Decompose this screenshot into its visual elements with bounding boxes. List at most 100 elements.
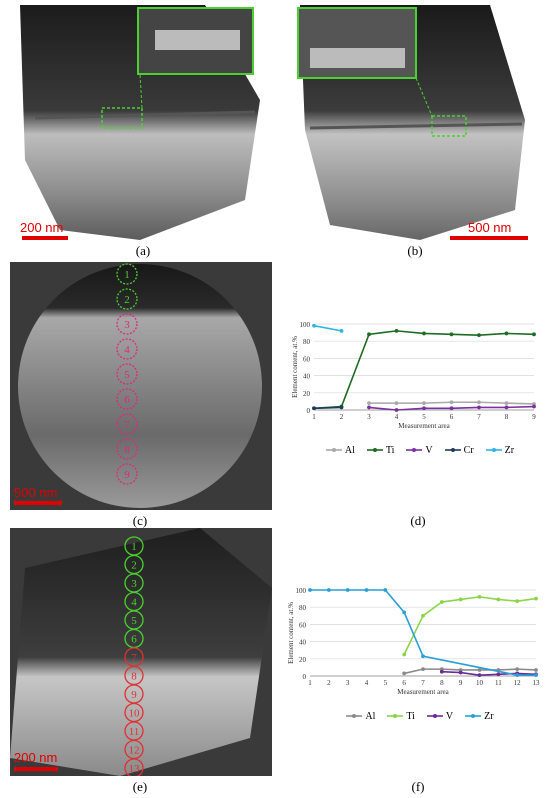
data-point-zr (345, 588, 350, 592)
x-tick-label: 2 (340, 413, 344, 421)
legend-swatch (346, 714, 363, 718)
data-point-ti (477, 333, 481, 338)
data-point-al (515, 667, 520, 672)
legend-item: Cr (444, 442, 474, 458)
x-tick-label: 11 (495, 679, 502, 687)
data-point-al (402, 671, 407, 676)
micrograph-a (20, 5, 260, 240)
legend-item: V (426, 708, 454, 724)
y-tick-label: 80 (299, 604, 307, 612)
data-point-al (367, 401, 371, 406)
marker-label: 9 (124, 469, 130, 481)
marker-label: 10 (129, 708, 141, 720)
marker-circle (116, 263, 138, 285)
x-tick-label: 10 (476, 679, 484, 687)
y-tick-label: 80 (303, 338, 311, 346)
marker-circle (116, 413, 138, 435)
marker-label: 1 (131, 541, 137, 553)
data-point-v (477, 673, 482, 678)
y-tick-label: 20 (303, 390, 311, 398)
data-point-zr (515, 673, 520, 678)
legend-label: Zr (484, 710, 494, 722)
x-tick-label: 4 (365, 679, 369, 687)
legend-swatch (387, 714, 404, 718)
legend-item: Al (346, 708, 375, 724)
legend-item: Zr (465, 708, 494, 724)
data-point-v (439, 669, 444, 674)
data-point-v (449, 406, 454, 411)
caption-d: (d) (410, 513, 426, 528)
data-point-ti (515, 599, 520, 604)
x-tick-label: 12 (514, 679, 522, 687)
x-tick-label: 9 (459, 679, 463, 687)
data-point-ti (477, 594, 482, 599)
legend-d: Al Ti V Cr Zr (300, 442, 540, 458)
marker-label: 7 (131, 652, 137, 664)
x-tick-label: 5 (422, 413, 426, 421)
marker-label: 7 (124, 419, 130, 431)
marker-label: 4 (131, 597, 137, 609)
series-line-v (441, 670, 537, 676)
scale-label-c: 500 nm (14, 485, 58, 500)
data-point-v (367, 405, 371, 410)
scale-label-e: 200 nm (14, 750, 58, 765)
data-point-v (504, 405, 509, 410)
x-axis-label: Measurement area (398, 422, 450, 430)
y-tick-label: 40 (299, 639, 307, 647)
legend-item: Ti (366, 442, 395, 458)
caption-f: (f) (411, 779, 425, 794)
data-point-zr (364, 588, 369, 592)
data-point-ti (532, 332, 536, 337)
marker-label: 6 (131, 634, 137, 646)
legend-swatch (325, 448, 342, 452)
legend-label: Al (365, 710, 376, 722)
data-point-zr (421, 654, 425, 659)
data-point-al (534, 668, 538, 672)
series-line-ti (313, 330, 535, 410)
legend-swatch (465, 714, 482, 718)
marker-label: 13 (129, 763, 141, 775)
data-point-v (477, 405, 481, 410)
y-tick-label: 0 (307, 407, 311, 415)
y-tick-label: 100 (296, 587, 307, 595)
x-tick-label: 1 (308, 679, 312, 687)
data-point-ti (496, 597, 501, 602)
legend-item: Ti (387, 708, 415, 724)
legend-swatch (485, 448, 502, 452)
x-tick-label: 3 (346, 679, 350, 687)
marker-circle (116, 288, 138, 310)
series-line-zr (310, 589, 536, 676)
marker-circle (116, 313, 138, 335)
series-line-cr (313, 406, 342, 410)
series-line-ti (403, 596, 537, 655)
caption-b: (b) (407, 243, 423, 258)
data-point-cr (312, 406, 316, 411)
data-point-cr (339, 405, 344, 410)
marker-label: 6 (124, 394, 130, 406)
data-point-ti (367, 332, 371, 337)
x-tick-label: 7 (477, 413, 481, 421)
legend-item: V (406, 442, 433, 458)
x-tick-label: 3 (367, 413, 371, 421)
data-point-zr (308, 588, 312, 592)
y-tick-label: 60 (303, 355, 311, 363)
marker-circle (116, 438, 138, 460)
data-point-ti (421, 613, 425, 618)
marker-circle (116, 388, 138, 410)
scale-label-b: 500 nm (468, 220, 512, 235)
micrograph-b (297, 5, 525, 240)
data-point-al (422, 401, 426, 406)
legend-label: V (445, 710, 454, 722)
marker-label: 2 (124, 294, 130, 306)
data-point-ti (504, 331, 509, 336)
x-tick-label: 8 (505, 413, 509, 421)
data-point-zr (534, 673, 538, 678)
marker-label: 8 (131, 671, 137, 683)
marker-circle (116, 338, 138, 360)
data-point-v (496, 672, 501, 677)
data-point-zr (326, 588, 331, 592)
x-tick-label: 6 (450, 413, 454, 421)
legend-label: Ti (385, 444, 395, 456)
data-point-zr (339, 328, 344, 333)
